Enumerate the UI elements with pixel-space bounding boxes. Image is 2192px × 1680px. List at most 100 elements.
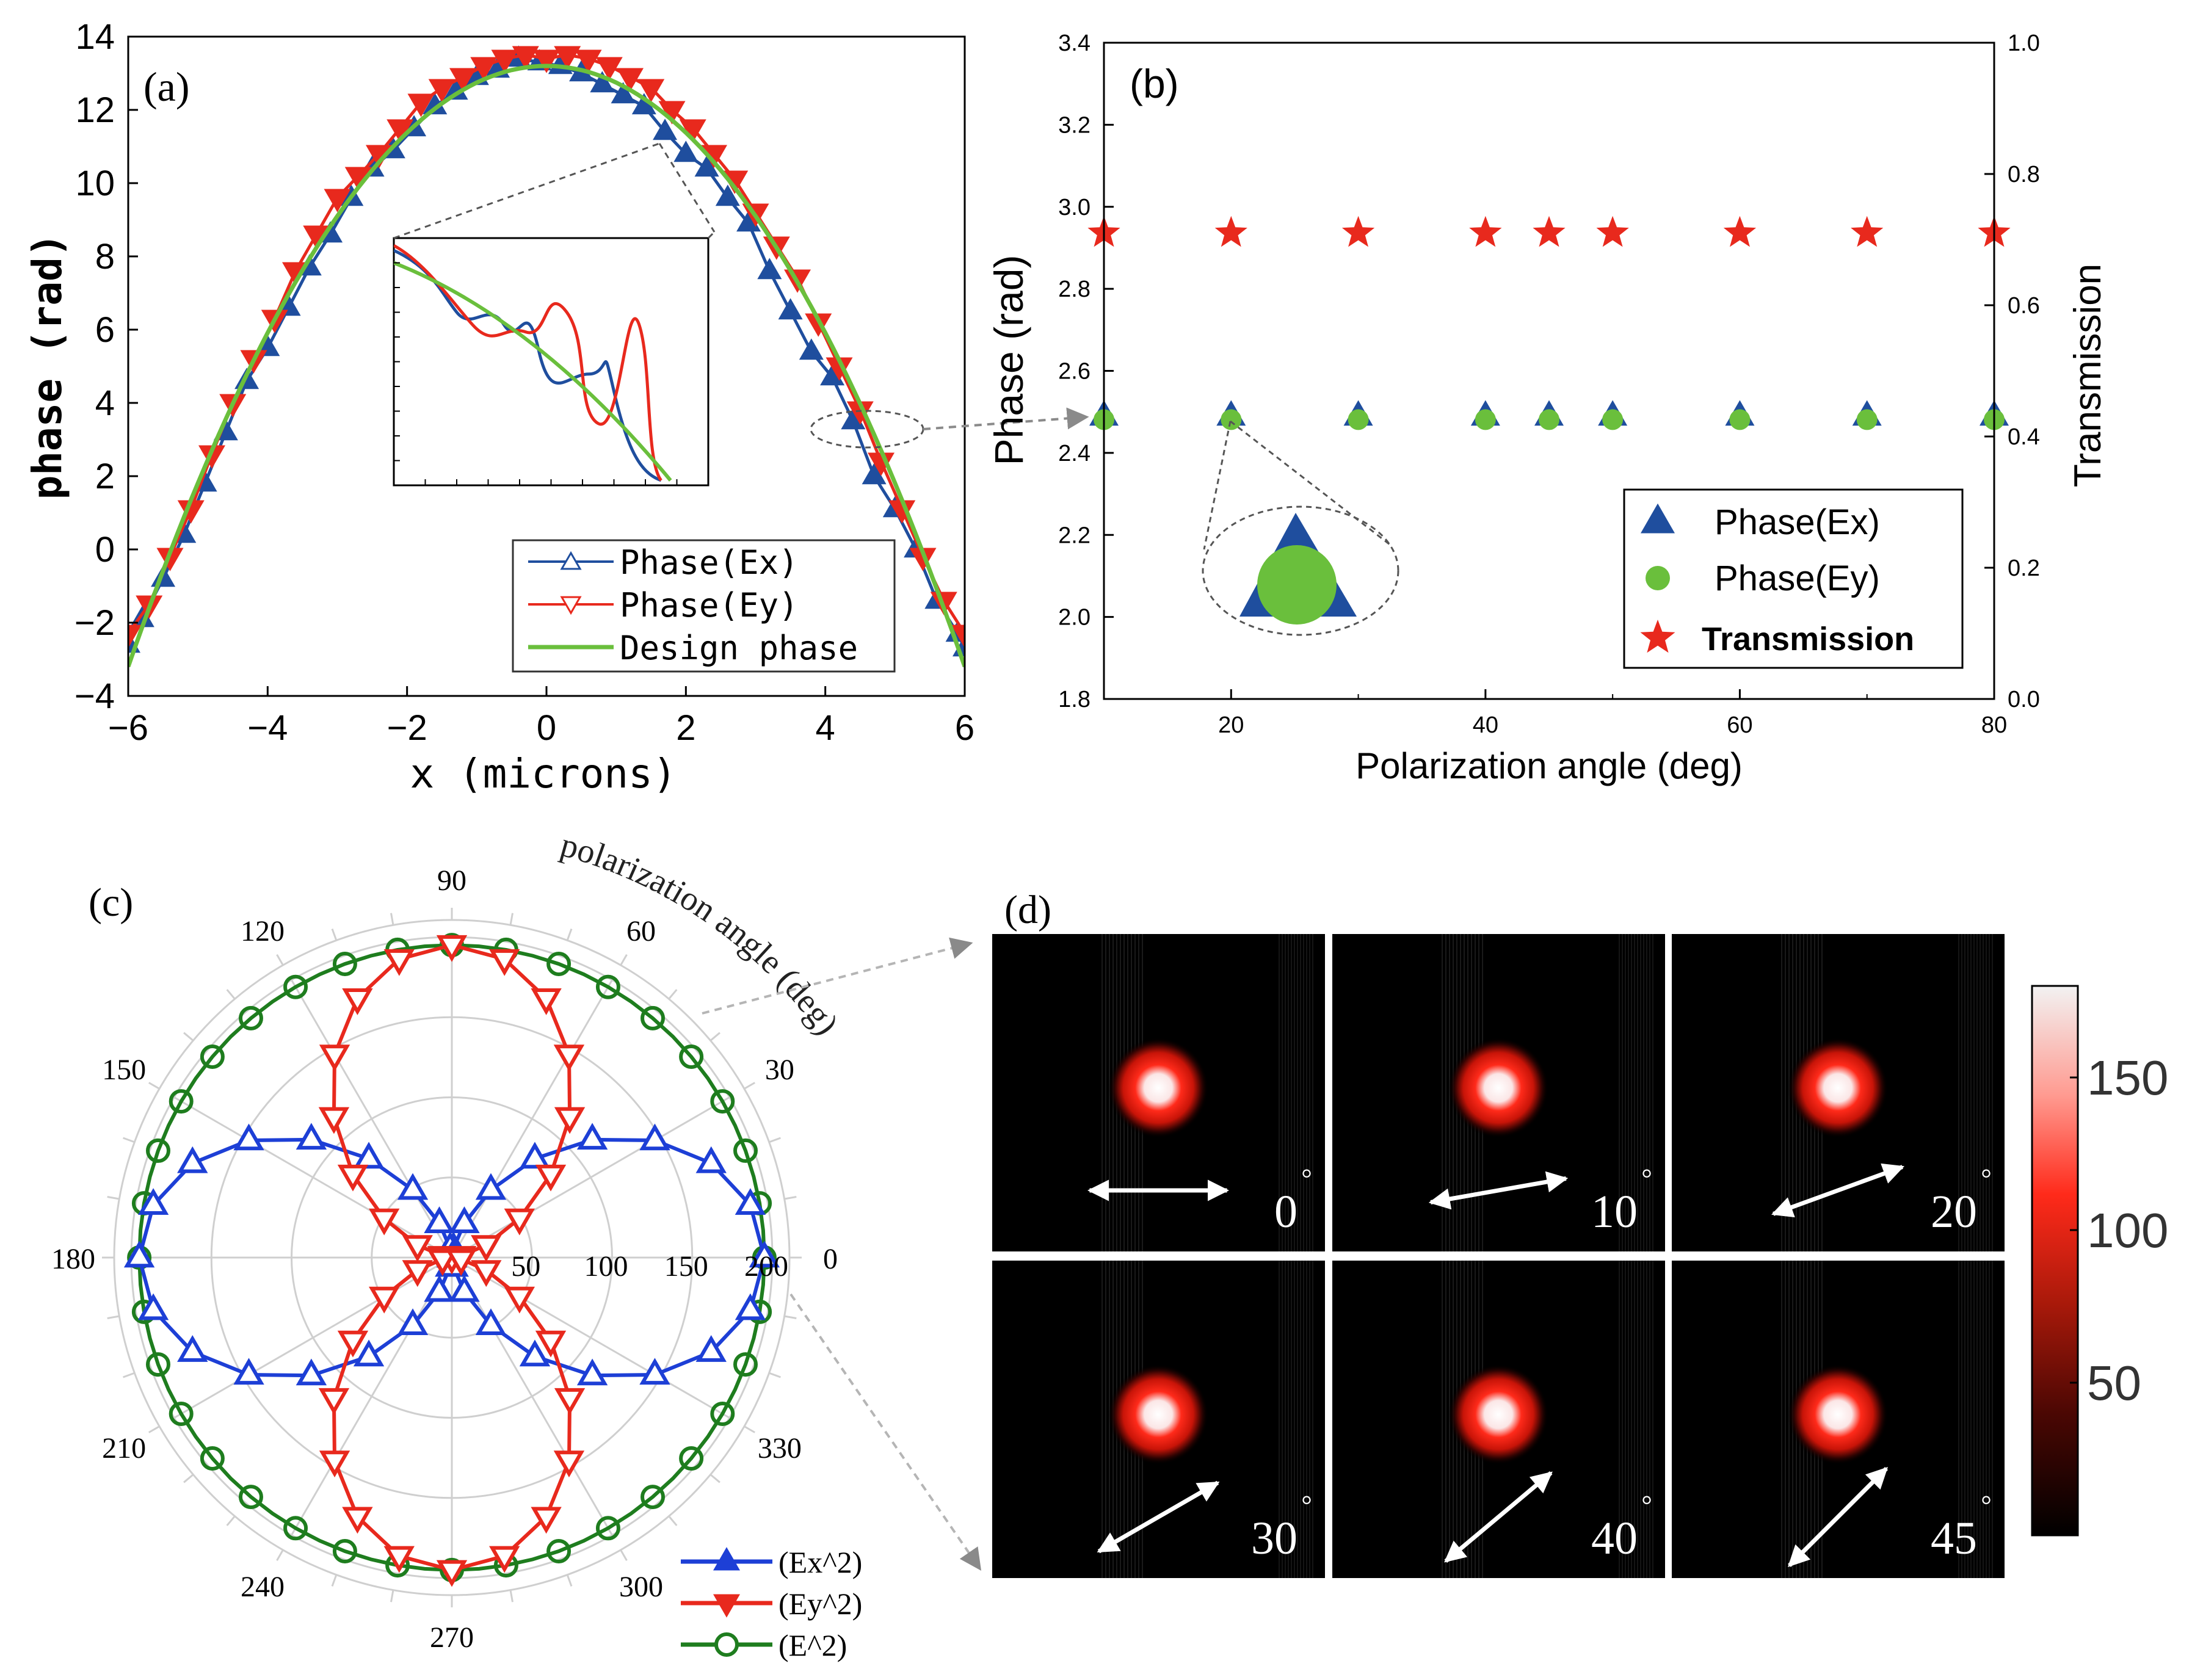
x-tick-label: 0 [537,708,556,748]
ey-marker [449,68,476,92]
ex-marker [757,258,782,280]
polar-spoke [451,1257,613,1536]
ex2-marker [576,1358,608,1386]
colorbar-label: 50 [2087,1356,2141,1410]
ex2-marker [639,1123,670,1151]
polar-r-label: 200 [744,1250,788,1283]
y-tick-label: 3.2 [1058,112,1091,138]
ex2-marker [353,1339,385,1367]
e2-marker [200,1446,225,1471]
inset-ey-line [394,244,662,482]
degree-icon: ° [1641,1164,1652,1193]
ey-marker [805,313,832,337]
inset-design-line [394,261,672,482]
y-tick-label: 14 [75,17,115,57]
y-tick-label: −4 [74,676,115,716]
ex-marker [611,82,636,104]
focal-spot [1788,1038,1888,1138]
polarization-arrow [1444,1471,1553,1563]
polar-tick [744,1425,755,1433]
polar-spoke [451,1256,730,1419]
ex2-marker [475,1308,507,1336]
legend-marker [713,1594,740,1618]
ey2-marker [368,1208,400,1236]
ex-marker [715,184,740,206]
polar-tick [620,954,628,966]
y2-tick-label: 0.4 [2008,424,2040,450]
intensity-tile: 20° [1672,934,2005,1251]
ex-marker [820,364,845,386]
polar-spoke [173,1096,452,1259]
polar-angle-label: 270 [430,1621,474,1654]
legend-label: Phase(Ey) [620,586,799,625]
ey-marker [575,49,602,73]
angle-label: 40 [1591,1513,1638,1564]
angle-label: 30 [1251,1513,1297,1564]
focal-spot [1448,1038,1548,1138]
polar-spoke [173,1256,452,1419]
e2-marker [546,951,572,976]
y-tick-label: 6 [95,310,115,350]
ey2-marker [504,1286,535,1314]
y2-tick-label: 0.8 [2008,162,2040,187]
polar-angle-label: 180 [51,1243,95,1275]
panel-c-label: (c) [89,880,133,925]
intensity-tile: 30° [992,1261,1325,1578]
ey-marker [470,57,498,81]
y2-tick-label: 1.0 [2008,31,2040,56]
focal-spot [1448,1364,1548,1465]
polar-tick [183,1032,194,1041]
x-tick-label: 20 [1218,712,1244,738]
e2-marker [710,1401,735,1426]
ey2-marker [535,1330,567,1358]
polar-tick [709,1474,720,1483]
ex2-marker [424,1275,455,1302]
transmission-marker [1851,215,1884,247]
ey-marker [868,452,895,476]
ey2-marker [337,1164,369,1192]
transmission-marker [1533,215,1566,247]
panel-b-legend: Phase(Ex) Phase(Ey) Transmission [1623,488,1964,669]
focal-spot [1788,1364,1888,1465]
legend-marker [1640,620,1675,653]
panel-a-legend: Phase(Ex) Phase(Ey) Design phase [512,539,896,673]
polar-tick [566,1574,573,1587]
ey2-marker [531,988,562,1015]
ey2-marker [489,949,520,976]
polar-tick [769,1137,781,1143]
ex2-marker [137,1293,169,1320]
ey-marker [617,68,644,92]
legend-marker [1646,566,1670,590]
e2-marker [733,1352,758,1377]
ex2-marker [519,1339,551,1367]
e2-marker [679,1044,704,1069]
x-tick-label: 6 [955,708,974,748]
ey2-marker [471,1235,502,1262]
ey-marker [198,445,225,469]
legend-label: (E^2) [778,1628,847,1662]
ex2-marker [695,1334,727,1362]
ey-marker [303,225,330,249]
ey-marker [700,145,727,168]
y-tick-label: 3.0 [1058,195,1091,220]
intensity-tile: 0° [992,934,1325,1251]
legend-label: (Ey^2) [778,1587,862,1621]
ey-marker [407,93,435,117]
x-tick-label: 40 [1473,712,1498,738]
panel-c: (c) 50 100 150 200 0 30 60 90 120 150 180 210 240 27… [51,826,982,1662]
y-tick-label: 0 [95,530,115,570]
y-tick-label: 2.4 [1058,441,1091,466]
ex-marker [778,298,803,320]
ey2-marker [402,1260,433,1287]
ex2-marker [397,1173,429,1200]
intensity-tile: 40° [1332,1261,1665,1578]
e2-marker [595,974,620,999]
angle-label: 0 [1274,1186,1297,1237]
e2-marker [169,1089,194,1114]
ey2-marker [504,1208,535,1236]
ex2-marker [233,1123,264,1151]
legend-label: Phase(Ey) [1715,559,1880,598]
polar-tick [509,1590,514,1602]
focal-spot [1108,1038,1208,1138]
polar-tick [744,1082,755,1090]
